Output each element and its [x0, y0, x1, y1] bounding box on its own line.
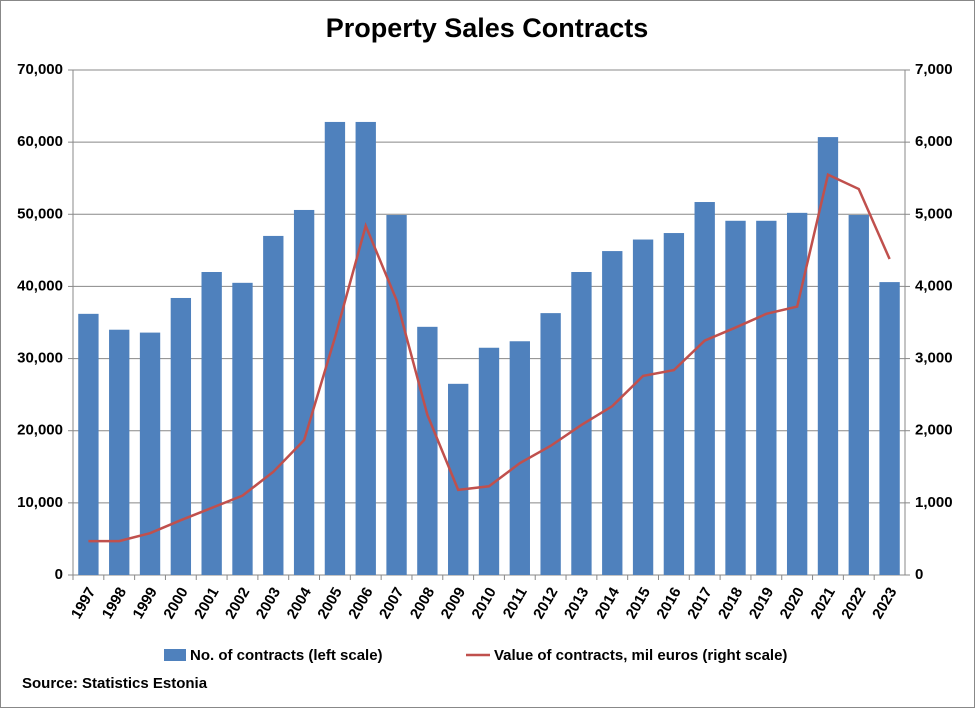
bar: [170, 297, 192, 575]
bar: [694, 202, 715, 575]
legend-swatch: [164, 649, 186, 661]
bar: [756, 220, 777, 575]
y-tick-label: 50,000: [17, 205, 63, 222]
bar: [540, 313, 561, 575]
bar: [355, 121, 376, 575]
bar: [848, 215, 869, 575]
bar: [293, 209, 315, 575]
y-tick-label: 0: [55, 566, 63, 583]
y2-tick-label: 5,000: [915, 205, 953, 222]
y-tick-label: 10,000: [17, 494, 63, 511]
y-tick-label: 70,000: [17, 61, 63, 78]
line: [88, 172, 891, 543]
y2-tick-label: 2,000: [915, 422, 953, 439]
source-note: Source: Statistics Estonia: [22, 675, 208, 692]
bar: [78, 313, 99, 575]
bar: [879, 282, 900, 575]
bar: [448, 383, 469, 575]
y2-tick-label: 4,000: [915, 277, 953, 294]
y2-tick-label: 3,000: [915, 350, 953, 367]
bar: [725, 220, 746, 575]
bar: [478, 347, 500, 575]
legend-label: Value of contracts, mil euros (right sca…: [494, 647, 787, 664]
y-tick-label: 30,000: [17, 350, 63, 367]
bar: [201, 272, 222, 575]
chart-title: Property Sales Contracts: [326, 13, 649, 43]
bar: [417, 326, 438, 575]
legend-label: No. of contracts (left scale): [190, 647, 383, 664]
y2-tick-label: 1,000: [915, 494, 953, 511]
bar: [232, 282, 253, 575]
bar: [386, 215, 407, 575]
bar: [663, 233, 685, 576]
bar: [324, 121, 346, 575]
bar: [786, 212, 808, 576]
bar: [139, 332, 161, 575]
y2-tick-label: 6,000: [915, 133, 953, 150]
bar: [632, 239, 654, 576]
y-tick-label: 20,000: [17, 422, 63, 439]
bar: [109, 329, 130, 575]
bar: [817, 137, 839, 576]
y-tick-label: 60,000: [17, 133, 63, 150]
y-tick-label: 40,000: [17, 277, 63, 294]
y2-tick-label: 0: [915, 566, 923, 583]
bar: [263, 235, 284, 575]
bar: [602, 251, 623, 576]
y2-tick-label: 7,000: [915, 61, 953, 78]
bar: [509, 341, 530, 575]
